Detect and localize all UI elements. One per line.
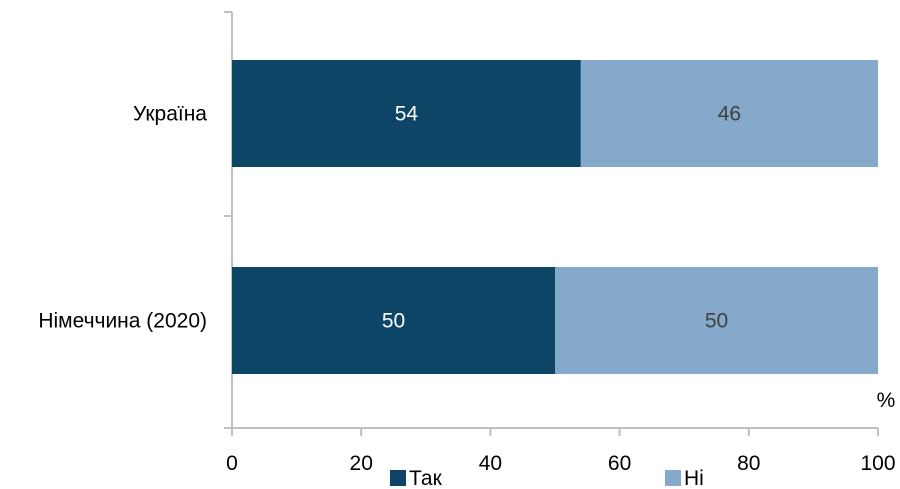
data-label: 50 xyxy=(382,310,405,333)
legend-swatch xyxy=(390,470,406,486)
legend-label: Ні xyxy=(684,467,704,489)
x-tick-label: 100 xyxy=(860,452,895,475)
x-tick-labels: 0 20 40 60 80 100 xyxy=(226,452,895,475)
x-tick-label: 40 xyxy=(479,452,502,475)
data-label: 54 xyxy=(395,103,419,126)
bar-series-1 xyxy=(232,267,555,374)
unit-label: % xyxy=(877,389,896,412)
bar-series-2 xyxy=(580,60,878,167)
bars xyxy=(232,60,878,374)
legend-swatch xyxy=(665,470,681,486)
data-label: 46 xyxy=(718,103,741,126)
data-labels: 54 46 50 50 xyxy=(382,103,741,333)
bar-series-2 xyxy=(555,267,878,374)
x-tick-label: 0 xyxy=(226,452,238,475)
legend-label: Так xyxy=(409,467,443,489)
bar-series-1 xyxy=(232,60,581,167)
x-tick-label: 20 xyxy=(350,452,373,475)
category-label: Україна xyxy=(133,103,207,126)
category-labels: Україна Німеччина (2020) xyxy=(38,103,207,333)
legend: Так Ні xyxy=(390,467,704,489)
data-label: 50 xyxy=(705,310,728,333)
category-label: Німеччина (2020) xyxy=(38,310,207,333)
x-tick-label: 80 xyxy=(737,452,760,475)
x-tick-label: 60 xyxy=(608,452,631,475)
